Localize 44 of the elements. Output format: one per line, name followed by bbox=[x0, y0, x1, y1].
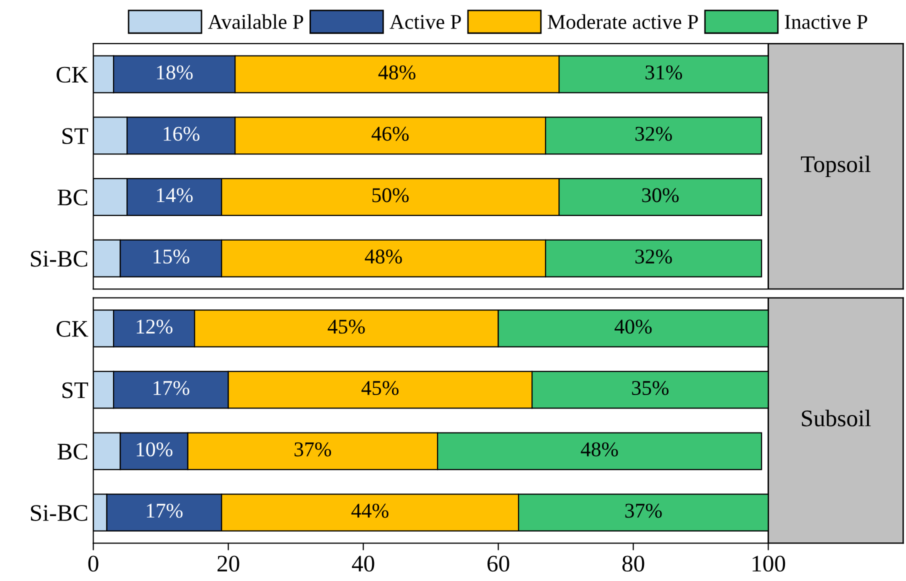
data-label: 45% bbox=[361, 380, 399, 396]
x-tick-label: 60 bbox=[488, 556, 510, 572]
data-label: 10% bbox=[136, 442, 172, 456]
data-label: 35% bbox=[632, 380, 669, 396]
y-tick-label: Si-BC bbox=[30, 250, 88, 267]
y-tick-label: CK bbox=[56, 321, 88, 337]
data-label: 44% bbox=[351, 504, 388, 518]
data-label: 14% bbox=[157, 188, 193, 202]
data-label: 48% bbox=[364, 250, 402, 264]
data-label: 48% bbox=[580, 442, 618, 456]
y-tick-label: Si-BC bbox=[30, 505, 88, 521]
x-tick-label: 0 bbox=[88, 556, 98, 572]
data-label: 31% bbox=[646, 65, 682, 80]
data-label: 50% bbox=[372, 188, 409, 202]
data-label: 40% bbox=[614, 320, 652, 334]
legend-label: Moderate active P bbox=[548, 14, 698, 29]
legend-label: Active P bbox=[390, 14, 461, 29]
legend-label: Available P bbox=[208, 14, 304, 29]
data-label: 15% bbox=[154, 250, 190, 264]
y-tick-label: CK bbox=[56, 66, 88, 83]
legend-label: Inactive P bbox=[784, 14, 868, 29]
data-label: 32% bbox=[635, 126, 672, 141]
y-tick-label: BC bbox=[58, 190, 88, 206]
x-tick-label: 40 bbox=[352, 556, 374, 572]
data-label: 45% bbox=[328, 320, 365, 334]
data-label: 30% bbox=[642, 188, 679, 202]
y-tick-label: ST bbox=[62, 128, 88, 144]
y-tick-label: BC bbox=[58, 444, 88, 460]
data-label: 12% bbox=[136, 320, 172, 334]
data-label: 37% bbox=[625, 504, 662, 518]
data-label: 18% bbox=[157, 65, 193, 80]
data-label: 17% bbox=[154, 380, 190, 396]
x-tick-label: 20 bbox=[218, 556, 240, 572]
band-label: Topsoil bbox=[800, 156, 871, 178]
data-label: 17% bbox=[146, 504, 183, 518]
data-label: 16% bbox=[164, 126, 200, 141]
data-label: 46% bbox=[372, 126, 409, 141]
y-tick-label: ST bbox=[62, 382, 88, 398]
x-tick-label: 80 bbox=[622, 556, 644, 572]
data-label: 48% bbox=[378, 65, 416, 80]
band-label: Subsoil bbox=[802, 410, 871, 426]
data-label: 37% bbox=[294, 442, 332, 456]
x-tick-label: 100 bbox=[752, 556, 786, 572]
data-label: 32% bbox=[635, 250, 672, 264]
